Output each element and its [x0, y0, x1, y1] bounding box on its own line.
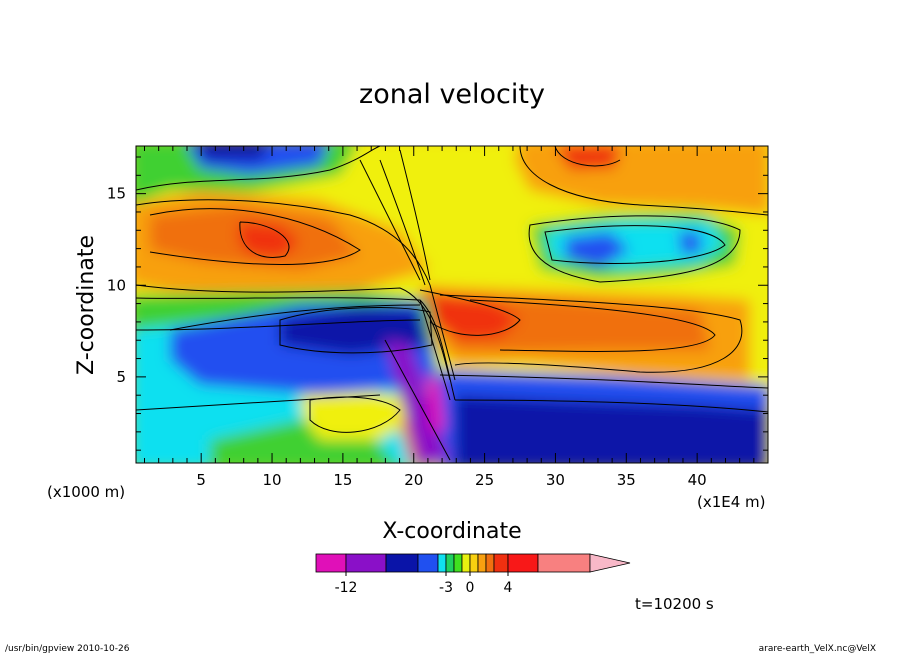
y-tick-label: 5 — [116, 368, 126, 386]
colorbar-segment — [385, 553, 419, 573]
y-axis-unit: (x1000 m) — [47, 483, 125, 501]
oblique-magenta-core — [425, 375, 445, 432]
colorbar-tick-label: 0 — [466, 580, 475, 596]
colorbar-segment — [437, 553, 447, 573]
colorbar-segment — [453, 553, 463, 573]
colorbar-segment — [315, 553, 347, 573]
colorbar-segment — [485, 553, 495, 573]
contour-lines — [136, 146, 768, 461]
colorbar-segment — [507, 553, 539, 573]
bottom-right-navy — [455, 395, 768, 463]
colorbar-segment — [493, 553, 509, 573]
x-tick-label: 20 — [404, 471, 423, 489]
x-axis-label: X-coordinate — [382, 519, 521, 544]
colorbar: -12 -3 0 4 — [315, 553, 631, 596]
x-tick-label: 35 — [617, 471, 636, 489]
plot-frame — [135, 145, 769, 464]
colorbar-segment — [461, 553, 471, 573]
upper-right-blue-right — [678, 232, 702, 255]
y-axis: 5 10 15 — [107, 156, 768, 451]
y-tick-label: 15 — [107, 185, 126, 203]
colorbar-tick-label: -3 — [439, 580, 453, 596]
upper-right-red — [555, 146, 620, 170]
colorbar-tick-label: 4 — [504, 580, 513, 596]
x-axis-unit: (x1E4 m) — [697, 493, 766, 511]
x-axis: 5 10 15 20 25 30 35 40 — [144, 146, 755, 489]
colorbar-tick-label: -12 — [335, 580, 358, 596]
colorbar-extension-arrow — [589, 553, 631, 573]
x-tick-label: 25 — [475, 471, 494, 489]
bottom-yellow-pocket — [300, 392, 410, 440]
chart-title: zonal velocity — [359, 79, 545, 110]
contour-field — [136, 146, 768, 463]
top-left-navy — [198, 146, 268, 160]
colorbar-segment — [477, 553, 487, 573]
time-label: t=10200 s — [635, 595, 714, 613]
colorbar-segment — [469, 553, 479, 573]
x-tick-label: 5 — [196, 471, 206, 489]
colorbar-segment — [345, 553, 387, 573]
footer-right: arare-earth_VelX.nc@VelX — [759, 644, 876, 654]
x-tick-label: 40 — [688, 471, 707, 489]
middle-red-core — [420, 292, 520, 340]
x-tick-label: 10 — [262, 471, 281, 489]
colorbar-segment — [417, 553, 439, 573]
upper-left-red-core — [238, 222, 300, 258]
y-tick-label: 10 — [107, 276, 126, 294]
upper-right-blue-left — [565, 232, 630, 268]
x-tick-label: 15 — [333, 471, 352, 489]
y-axis-label: Z-coordinate — [74, 235, 99, 375]
x-tick-label: 30 — [546, 471, 565, 489]
footer-left: /usr/bin/gpview 2010-10-26 — [5, 644, 130, 654]
colorbar-segment — [445, 553, 455, 573]
colorbar-segment — [537, 553, 591, 573]
